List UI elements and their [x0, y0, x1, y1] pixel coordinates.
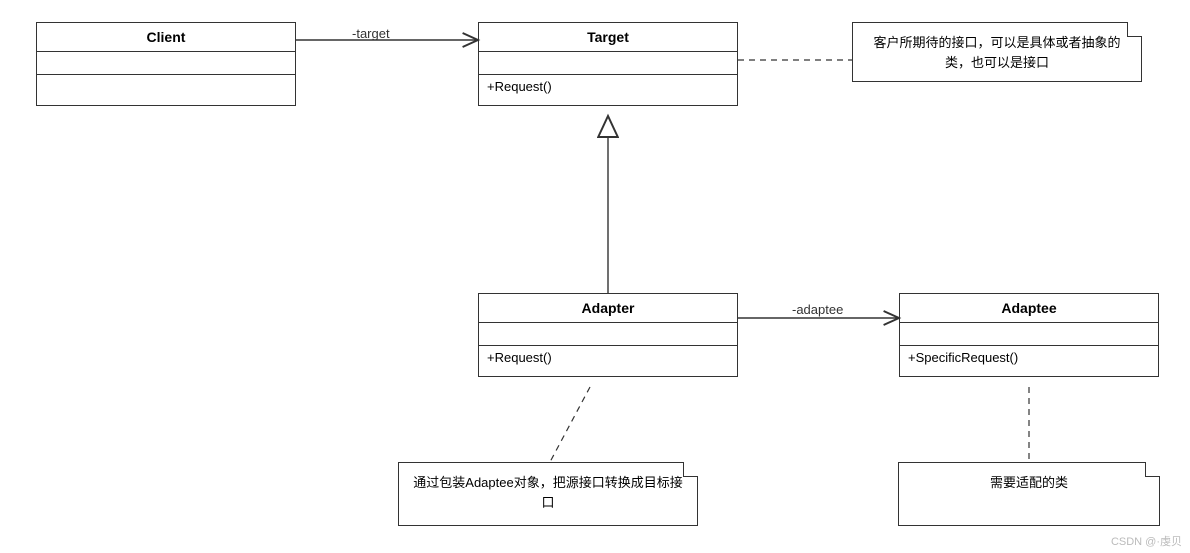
class-client: Client [36, 22, 296, 106]
edge-adapter-note [550, 387, 590, 462]
note-adaptee: 需要适配的类 [898, 462, 1160, 526]
edge-label-target: -target [350, 26, 392, 41]
class-target-attrs [479, 52, 737, 75]
class-adapter-title: Adapter [479, 294, 737, 323]
note-adapter-text: 通过包装Adaptee对象，把源接口转换成目标接口 [413, 475, 682, 510]
note-fold-icon [1145, 462, 1160, 477]
class-adapter-ops: +Request() [479, 346, 737, 376]
note-fold-icon [1127, 22, 1142, 37]
note-adaptee-text: 需要适配的类 [990, 475, 1068, 490]
class-adaptee: Adaptee +SpecificRequest() [899, 293, 1159, 377]
class-adapter: Adapter +Request() [478, 293, 738, 377]
class-adapter-attrs [479, 323, 737, 346]
class-adaptee-ops: +SpecificRequest() [900, 346, 1158, 376]
edge-label-adaptee: -adaptee [790, 302, 845, 317]
note-adapter: 通过包装Adaptee对象，把源接口转换成目标接口 [398, 462, 698, 526]
class-adaptee-attrs [900, 323, 1158, 346]
class-target-title: Target [479, 23, 737, 52]
note-fold-icon [683, 462, 698, 477]
note-target-text: 客户所期待的接口，可以是具体或者抽象的类，也可以是接口 [873, 35, 1120, 70]
note-target: 客户所期待的接口，可以是具体或者抽象的类，也可以是接口 [852, 22, 1142, 82]
class-client-title: Client [37, 23, 295, 52]
class-client-attrs [37, 52, 295, 75]
class-client-ops [37, 75, 295, 105]
watermark: CSDN @·虔贝 [1111, 533, 1182, 549]
class-target-ops: +Request() [479, 75, 737, 105]
class-adaptee-title: Adaptee [900, 294, 1158, 323]
class-target: Target +Request() [478, 22, 738, 106]
